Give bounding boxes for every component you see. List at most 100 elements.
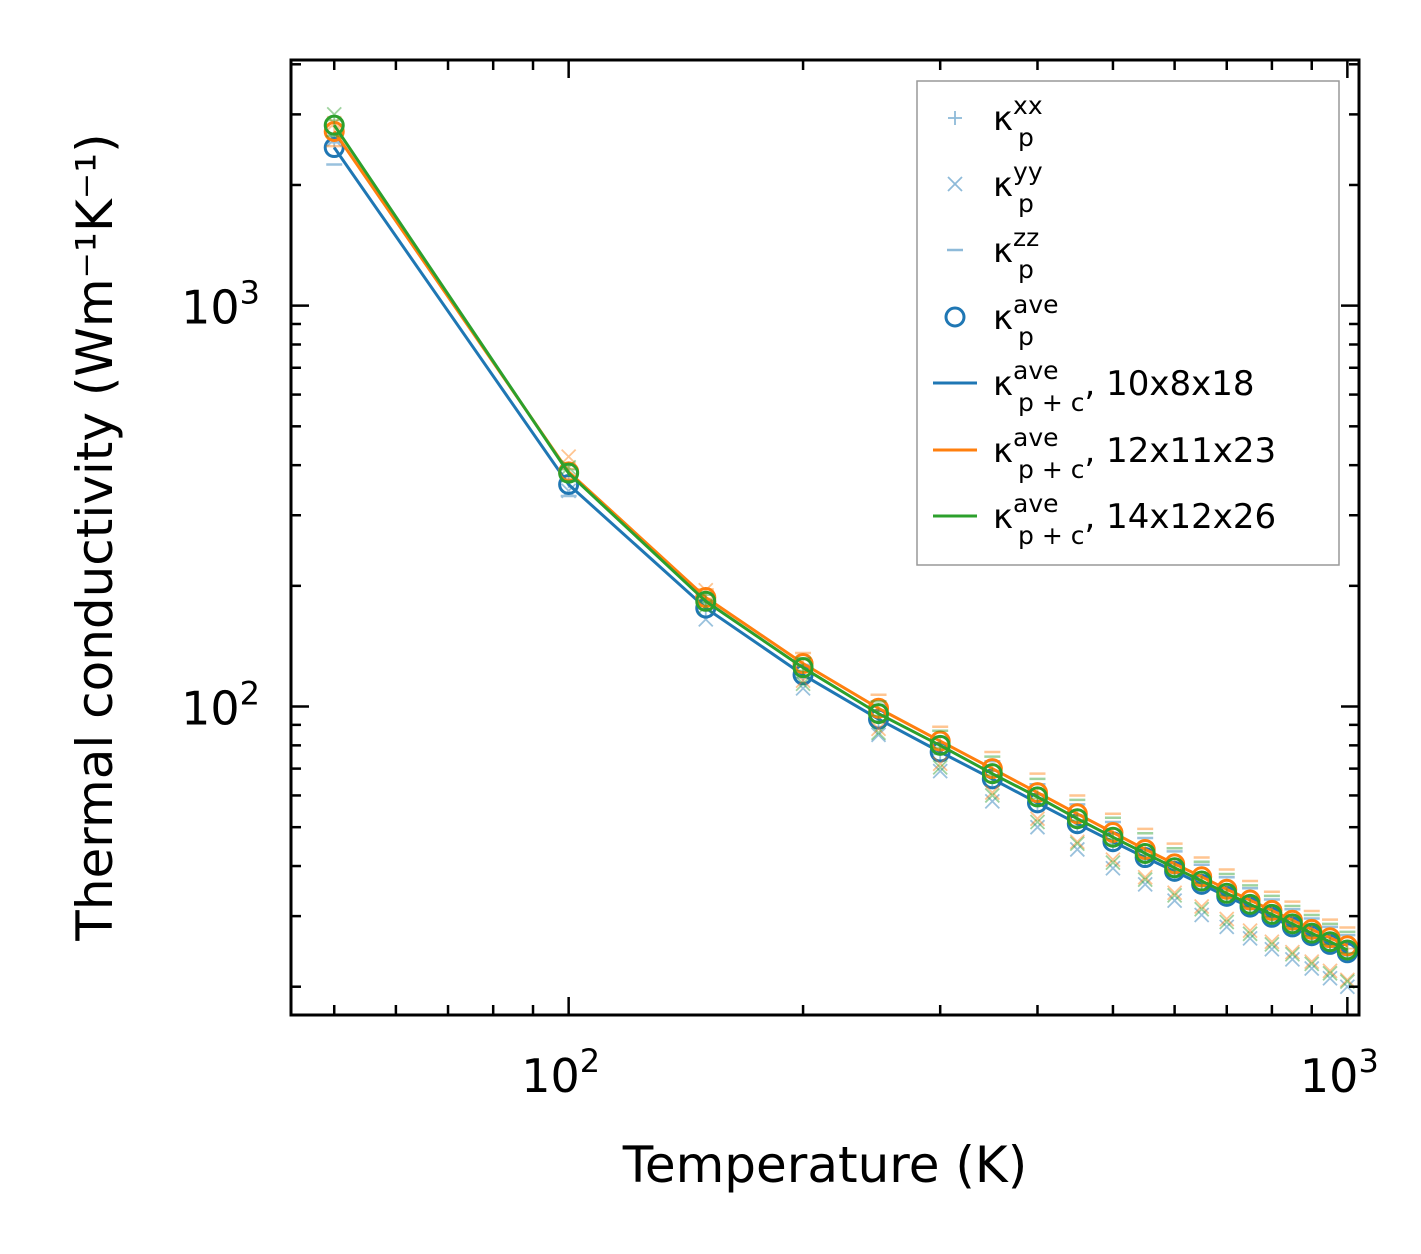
kyy-point-14x12x26-750-b bbox=[1242, 926, 1258, 942]
y-tick-label-1000: 103 bbox=[181, 274, 260, 335]
kave-point-14x12x26-450 bbox=[1066, 808, 1088, 830]
kyy-point-10x8x18-800 bbox=[1264, 941, 1280, 957]
kyy-point-10x8x18-700-b bbox=[1219, 919, 1235, 935]
kyy-point-12x11x23-800-b bbox=[1264, 934, 1280, 950]
legend-entry-1 bbox=[947, 176, 963, 192]
legend-label-2: κzz p bbox=[993, 223, 1039, 284]
y-tick-label-100: 102 bbox=[181, 675, 260, 736]
kave-point-14x12x26-850 bbox=[1281, 913, 1303, 935]
kyy-point-10x8x18-350-a bbox=[984, 793, 1000, 809]
kyy-point-10x8x18-950-a bbox=[1322, 970, 1338, 986]
series-group-14x12x26 bbox=[323, 106, 1358, 990]
kyy-point-12x11x23-1000-a bbox=[1339, 972, 1356, 988]
kave-point-14x12x26-1000 bbox=[1336, 939, 1358, 961]
kave-point-14x12x26-500 bbox=[1102, 826, 1124, 848]
kyy-point-12x11x23-600-b bbox=[1166, 885, 1183, 901]
kyy-point-12x11x23-700-a bbox=[1219, 911, 1235, 927]
legend-circle-marker bbox=[944, 306, 966, 328]
kyy-point-14x12x26-250 bbox=[870, 725, 887, 741]
kave-point-14x12x26-400 bbox=[1026, 786, 1048, 808]
kyy-point-10x8x18-600-a bbox=[1166, 892, 1183, 909]
kyy-point-12x11x23-900 bbox=[1304, 953, 1320, 970]
kyy-point-12x11x23-650-a bbox=[1194, 898, 1210, 915]
kyy-point-14x12x26-350-b bbox=[984, 787, 1000, 804]
legend-x-marker-b bbox=[947, 176, 963, 192]
kyy-point-12x11x23-550 bbox=[1137, 869, 1153, 885]
kyy-point-12x11x23-350-a bbox=[984, 784, 1000, 801]
kyy-point-10x8x18-700 bbox=[1219, 919, 1235, 935]
kyy-point-14x12x26-500 bbox=[1105, 854, 1121, 871]
kyy-point-12x11x23-600-a bbox=[1166, 885, 1183, 901]
kave-point-14x12x26-100 bbox=[558, 462, 580, 484]
kyy-point-14x12x26-600-a bbox=[1166, 887, 1183, 903]
kyy-point-10x8x18-1000-a bbox=[1339, 979, 1356, 995]
kyy-point-12x11x23-950-a bbox=[1322, 963, 1338, 979]
kyy-point-14x12x26-600-b bbox=[1166, 887, 1183, 903]
kyy-point-12x11x23-300-a bbox=[932, 756, 948, 772]
kyy-point-10x8x18-950 bbox=[1322, 970, 1338, 986]
kyy-point-14x12x26-550-a bbox=[1137, 871, 1153, 888]
kyy-point-14x12x26-150-a bbox=[698, 598, 714, 614]
kyy-point-12x11x23-300-b bbox=[932, 756, 948, 772]
kyy-point-10x8x18-550 bbox=[1137, 876, 1153, 893]
kyy-point-14x12x26-800-b bbox=[1264, 936, 1280, 953]
kave-point-14x12x26-50 bbox=[323, 114, 345, 136]
kyy-point-10x8x18-1000-b bbox=[1339, 979, 1356, 995]
kyy-point-14x12x26-600 bbox=[1166, 887, 1183, 903]
kyy-point-12x11x23-300 bbox=[932, 756, 948, 772]
kyy-point-12x11x23-700-b bbox=[1219, 911, 1235, 927]
kyy-point-10x8x18-450-b bbox=[1069, 841, 1085, 858]
kyy-point-12x11x23-650 bbox=[1194, 898, 1210, 915]
kyy-point-14x12x26-650-a bbox=[1194, 901, 1210, 917]
kyy-point-14x12x26-200-a bbox=[795, 676, 811, 692]
legend-label-5: κave p + c, 12x11x23 bbox=[993, 423, 1276, 484]
kave-point-14x12x26-600 bbox=[1164, 857, 1186, 879]
kave-point-10x8x18-50 bbox=[323, 137, 345, 159]
kyy-point-12x11x23-450-b bbox=[1069, 834, 1085, 850]
kyy-point-12x11x23-500 bbox=[1105, 851, 1121, 868]
kyy-point-14x12x26-850 bbox=[1284, 946, 1301, 962]
legend-label-6: κave p + c, 14x12x26 bbox=[993, 489, 1276, 550]
kyy-point-12x11x23-1000 bbox=[1339, 972, 1356, 988]
kyy-point-12x11x23-350 bbox=[984, 784, 1000, 801]
kyy-point-10x8x18-650-b bbox=[1194, 907, 1210, 923]
kyy-point-14x12x26-450-a bbox=[1069, 835, 1085, 852]
legend-plus-marker bbox=[948, 111, 962, 125]
kyy-point-14x12x26-650 bbox=[1194, 901, 1210, 917]
kyy-point-14x12x26-900 bbox=[1304, 956, 1320, 972]
kave-point-14x12x26-300 bbox=[929, 734, 951, 756]
kyy-point-14x12x26-300-b bbox=[932, 759, 948, 776]
kave-point-14x12x26-200 bbox=[792, 657, 814, 679]
kyy-point-14x12x26-700-a bbox=[1219, 914, 1235, 930]
kave-point-14x12x26-350 bbox=[981, 763, 1003, 785]
kyy-point-12x11x23-100 bbox=[561, 449, 577, 465]
kyy-point-14x12x26-750 bbox=[1242, 926, 1258, 942]
kpc-line-12x11x23 bbox=[332, 130, 1349, 948]
kyy-point-12x11x23-800 bbox=[1264, 934, 1280, 950]
kyy-point-10x8x18-300-a bbox=[932, 763, 948, 779]
kyy-point-12x11x23-600 bbox=[1166, 885, 1183, 901]
kyy-point-10x8x18-550-a bbox=[1137, 876, 1153, 893]
kyy-point-12x11x23-400-b bbox=[1029, 811, 1046, 827]
kyy-point-10x8x18-300 bbox=[932, 763, 948, 779]
kyy-point-10x8x18-500-b bbox=[1105, 860, 1121, 876]
kyy-point-10x8x18-550-b bbox=[1137, 876, 1153, 893]
kyy-point-10x8x18-400-b bbox=[1029, 819, 1046, 835]
kyy-point-12x11x23-800-a bbox=[1264, 934, 1280, 950]
kyy-point-12x11x23-450-a bbox=[1069, 834, 1085, 850]
kyy-point-10x8x18-800-a bbox=[1264, 941, 1280, 957]
kyy-point-10x8x18-750 bbox=[1242, 930, 1258, 947]
legend-entry-3 bbox=[944, 306, 966, 328]
kyy-point-12x11x23-400-a bbox=[1029, 811, 1046, 827]
kyy-point-10x8x18-750-b bbox=[1242, 930, 1258, 947]
x-tick-label-100: 102 bbox=[521, 1042, 600, 1103]
kyy-point-10x8x18-400 bbox=[1029, 819, 1046, 835]
kyy-point-10x8x18-400-a bbox=[1029, 819, 1046, 835]
kyy-point-14x12x26-900-b bbox=[1304, 956, 1320, 972]
kyy-point-14x12x26-650-b bbox=[1194, 901, 1210, 917]
kyy-point-10x8x18-350-b bbox=[984, 793, 1000, 809]
kyy-point-10x8x18-300-b bbox=[932, 763, 948, 779]
kyy-point-14x12x26-700 bbox=[1219, 914, 1235, 930]
